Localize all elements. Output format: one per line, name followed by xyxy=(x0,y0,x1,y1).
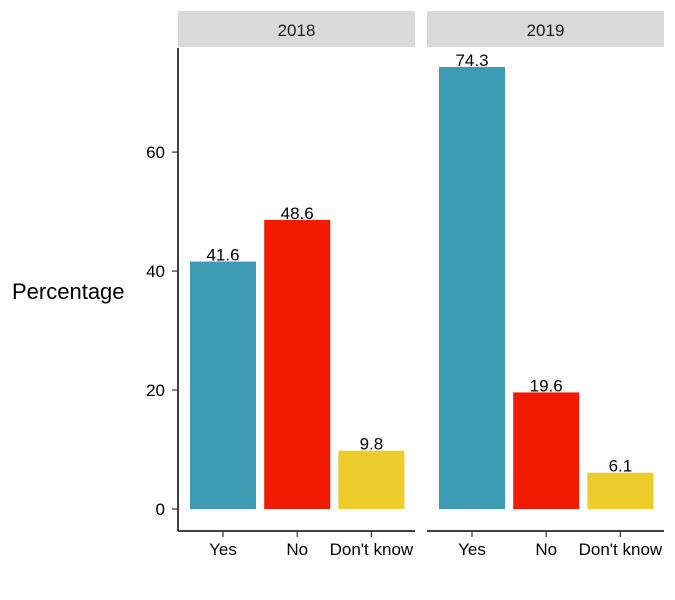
x-tick-label: No xyxy=(286,540,308,559)
bar xyxy=(587,472,654,509)
bar-value-label: 9.8 xyxy=(360,435,384,454)
facet-strip-label: 2018 xyxy=(278,21,316,40)
y-axis-title: Percentage xyxy=(12,279,125,304)
x-tick-label: Don't know xyxy=(579,540,663,559)
bar xyxy=(513,392,580,509)
bar-value-label: 19.6 xyxy=(530,376,563,395)
bar xyxy=(190,261,256,509)
bar-value-label: 41.6 xyxy=(206,246,239,265)
bar-value-label: 6.1 xyxy=(609,457,633,476)
facet-strip-label: 2019 xyxy=(527,21,565,40)
plot-area: 0 20 40 60 2018 41.6 Yes 48.6 No 9.8 Don't know 201… xyxy=(146,11,664,559)
bar-value-label: 48.6 xyxy=(281,204,314,223)
facet-strip xyxy=(178,11,415,47)
y-tick-label: 0 xyxy=(156,500,165,519)
y-tick-label: 60 xyxy=(146,143,165,162)
facet-strip xyxy=(427,11,664,47)
x-tick-label: Yes xyxy=(458,540,486,559)
y-tick-label: 20 xyxy=(146,381,165,400)
bar xyxy=(338,450,405,509)
y-tick-label: 40 xyxy=(146,262,165,281)
bar xyxy=(439,67,505,509)
x-tick-label: No xyxy=(535,540,557,559)
x-tick-label: Don't know xyxy=(330,540,414,559)
bar xyxy=(264,219,331,509)
bar-value-label: 74.3 xyxy=(455,51,488,70)
x-tick-label: Yes xyxy=(209,540,237,559)
